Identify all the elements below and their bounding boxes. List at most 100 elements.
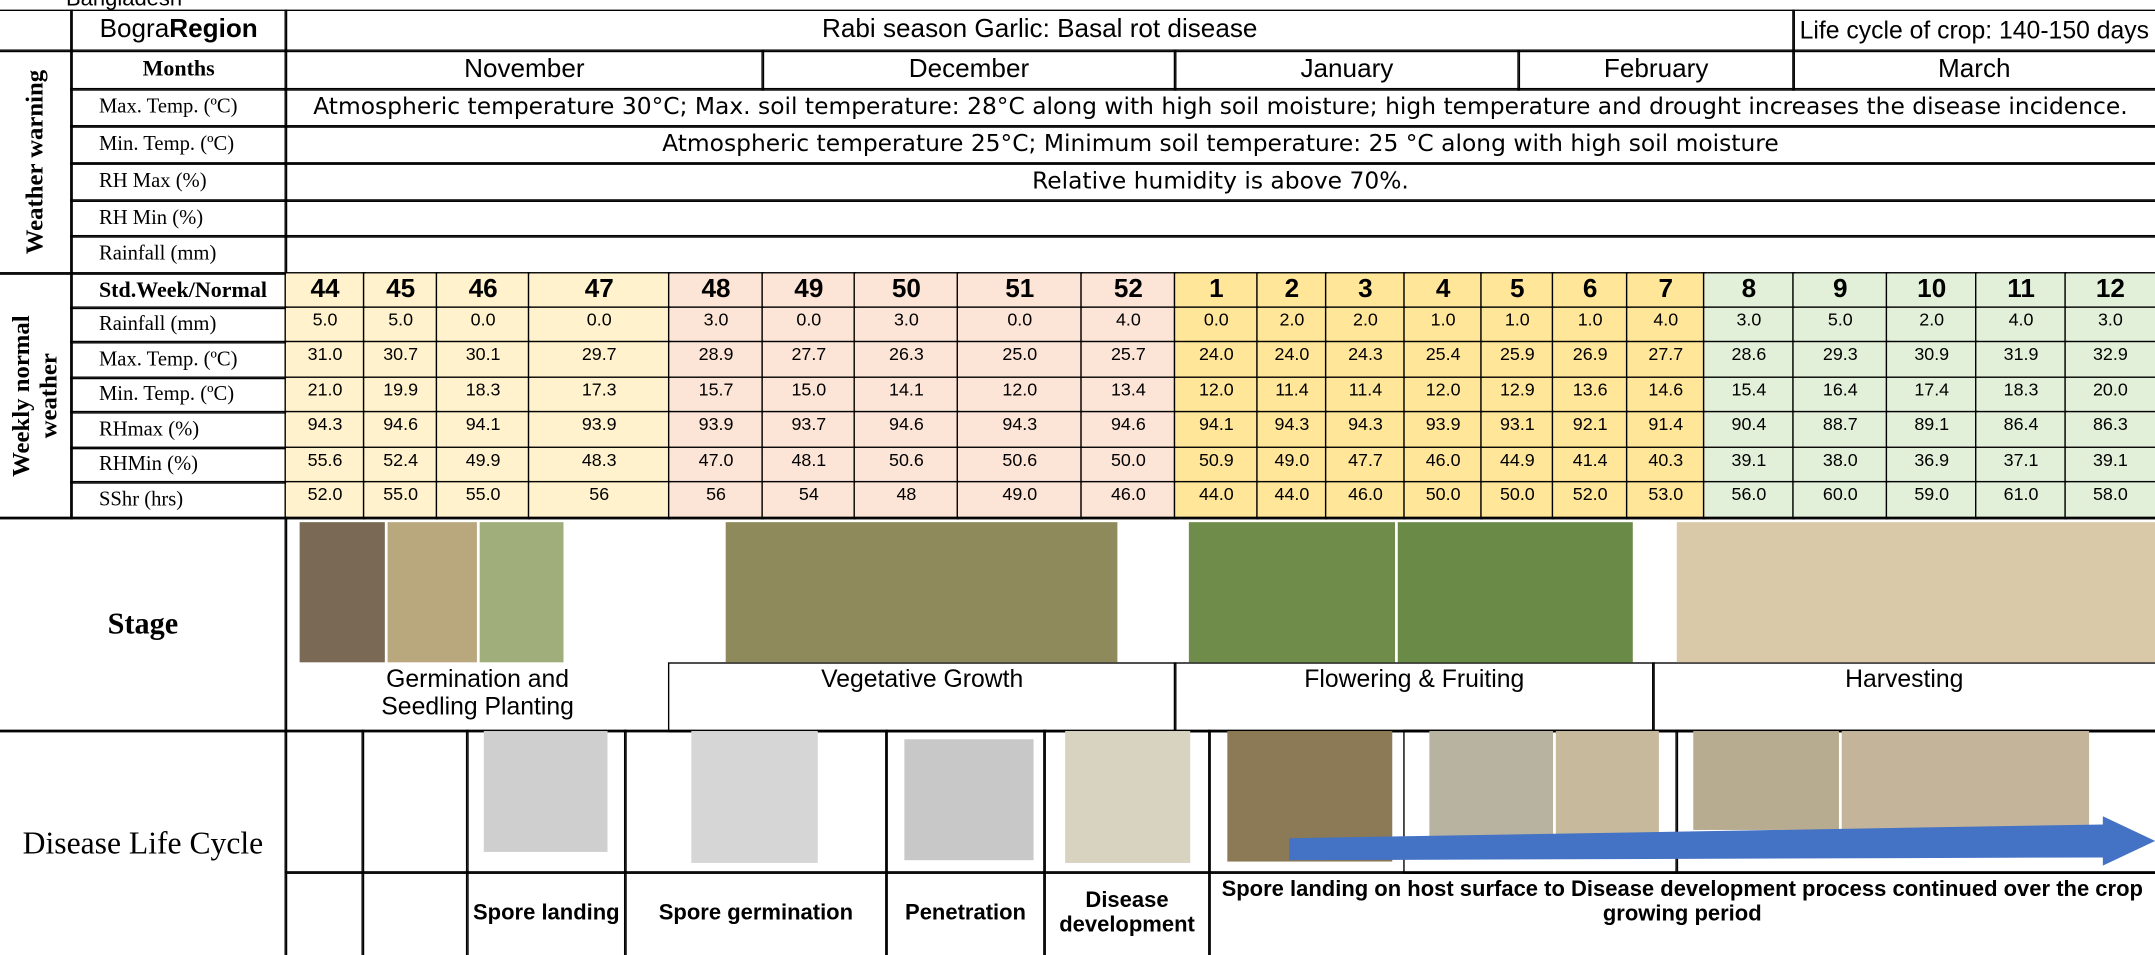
- weather-value: 26.3: [854, 341, 959, 379]
- weather-value: 1.0: [1480, 307, 1554, 343]
- stage-name: Vegetative Growth: [668, 663, 1176, 732]
- week-number: 51: [957, 272, 1083, 309]
- month: January: [1174, 50, 1520, 91]
- weather-value: 3.0: [2065, 307, 2155, 343]
- weather-value: 86.4: [1975, 411, 2067, 449]
- weather-value: 11.4: [1256, 377, 1327, 413]
- weather-value: 4.0: [1626, 307, 1705, 343]
- weather-value: 52.4: [363, 447, 438, 483]
- weather-value: 50.0: [1403, 481, 1483, 519]
- warning-text: Atmospheric temperature 25°C; Minimum so…: [285, 125, 2155, 165]
- week-number: 2: [1256, 272, 1327, 309]
- weather-value: 16.4: [1792, 377, 1888, 413]
- weather-value: 12.9: [1480, 377, 1554, 413]
- weather-value: 94.6: [363, 411, 438, 449]
- weather-value: 46.0: [1325, 481, 1406, 519]
- photo: [1676, 522, 2155, 663]
- weather-value: 28.9: [668, 341, 764, 379]
- weather-value: 48.1: [762, 447, 856, 483]
- weather-value: 3.0: [1703, 307, 1795, 343]
- row-label: Rainfall (mm): [70, 235, 287, 275]
- weather-value: 31.0: [285, 341, 365, 379]
- weather-value: 4.0: [1975, 307, 2067, 343]
- weather-value: 48: [854, 481, 959, 519]
- blank-cell: [285, 871, 364, 955]
- weather-value: 41.4: [1552, 447, 1628, 483]
- weather-value: 0.0: [1174, 307, 1259, 343]
- weather-value: 37.1: [1975, 447, 2067, 483]
- month: February: [1518, 50, 1795, 91]
- stage-name: Harvesting: [1652, 663, 2155, 732]
- weather-value: 24.0: [1256, 341, 1327, 379]
- warning-text: Atmospheric temperature 30°C; Max. soil …: [285, 88, 2155, 128]
- weather-value: 5.0: [1792, 307, 1888, 343]
- weather-value: 94.1: [436, 411, 530, 449]
- warning-text: [285, 199, 2155, 238]
- photo: [1065, 731, 1191, 863]
- photo: [904, 739, 1034, 861]
- week-number: 50: [854, 272, 959, 309]
- week-number: 47: [528, 272, 671, 309]
- weather-value: 3.0: [854, 307, 959, 343]
- weather-value: 46.0: [1080, 481, 1176, 519]
- photo: [1693, 731, 1839, 830]
- month: March: [1792, 50, 2155, 91]
- weather-value: 50.0: [1480, 481, 1554, 519]
- section-label: Disease Life Cycle: [0, 730, 287, 955]
- weather-value: 47.0: [668, 447, 764, 483]
- weather-value: 36.9: [1886, 447, 1978, 483]
- row-label: Min. Temp. (ºC): [70, 377, 287, 413]
- weather-value: 50.0: [1080, 447, 1176, 483]
- weather-value: 15.7: [668, 377, 764, 413]
- photo: [725, 522, 1118, 663]
- weather-value: 56: [528, 481, 671, 519]
- weather-value: 55.0: [436, 481, 530, 519]
- life-cycle: Life cycle of crop: 140-150 days: [1792, 10, 2155, 52]
- table-title: Rabi season Garlic: Basal rot disease: [285, 10, 1795, 52]
- weather-value: 3.0: [668, 307, 764, 343]
- weather-value: 24.3: [1325, 341, 1406, 379]
- row-label: RH Max (%): [70, 162, 287, 202]
- row-label: RHMin (%): [70, 447, 287, 483]
- week-number: 45: [363, 272, 438, 309]
- weather-value: 21.0: [285, 377, 365, 413]
- weather-value: 89.1: [1886, 411, 1978, 449]
- weather-value: 52.0: [1552, 481, 1628, 519]
- weather-value: 53.0: [1626, 481, 1705, 519]
- weather-value: 32.9: [2065, 341, 2155, 379]
- weather-value: 56.0: [1703, 481, 1795, 519]
- weather-value: 58.0: [2065, 481, 2155, 519]
- weather-value: 17.3: [528, 377, 671, 413]
- section-label: Weather warning: [20, 69, 49, 255]
- weather-value: 39.1: [2065, 447, 2155, 483]
- weather-value: 94.6: [854, 411, 959, 449]
- weather-value: 15.4: [1703, 377, 1795, 413]
- disease-step: Spore germination: [624, 871, 888, 955]
- week-number: 5: [1480, 272, 1554, 309]
- month: November: [285, 50, 764, 91]
- weather-value: 50.6: [957, 447, 1083, 483]
- photo: [1429, 731, 1554, 839]
- disease-step: Spore landing: [466, 871, 627, 955]
- weather-value: 54: [762, 481, 856, 519]
- weather-value: 93.9: [528, 411, 671, 449]
- weather-value: 4.0: [1080, 307, 1176, 343]
- week-number: 46: [436, 272, 530, 309]
- week-number: 7: [1626, 272, 1705, 309]
- stage-name: Flowering & Fruiting: [1174, 663, 1655, 732]
- weather-value: 48.3: [528, 447, 671, 483]
- warning-text: Relative humidity is above 70%.: [285, 162, 2155, 202]
- week-number: 52: [1080, 272, 1176, 309]
- weather-value: 12.0: [957, 377, 1083, 413]
- weather-value: 28.6: [1703, 341, 1795, 379]
- row-label: RHmax (%): [70, 411, 287, 449]
- weather-value: 15.0: [762, 377, 856, 413]
- section-label: Weekly normal weather: [7, 315, 62, 477]
- weather-value: 60.0: [1792, 481, 1888, 519]
- weather-value: 44.0: [1174, 481, 1259, 519]
- week-number: 4: [1403, 272, 1483, 309]
- blank-cell: [362, 871, 468, 955]
- photo: [1227, 731, 1393, 862]
- weather-value: 56: [668, 481, 764, 519]
